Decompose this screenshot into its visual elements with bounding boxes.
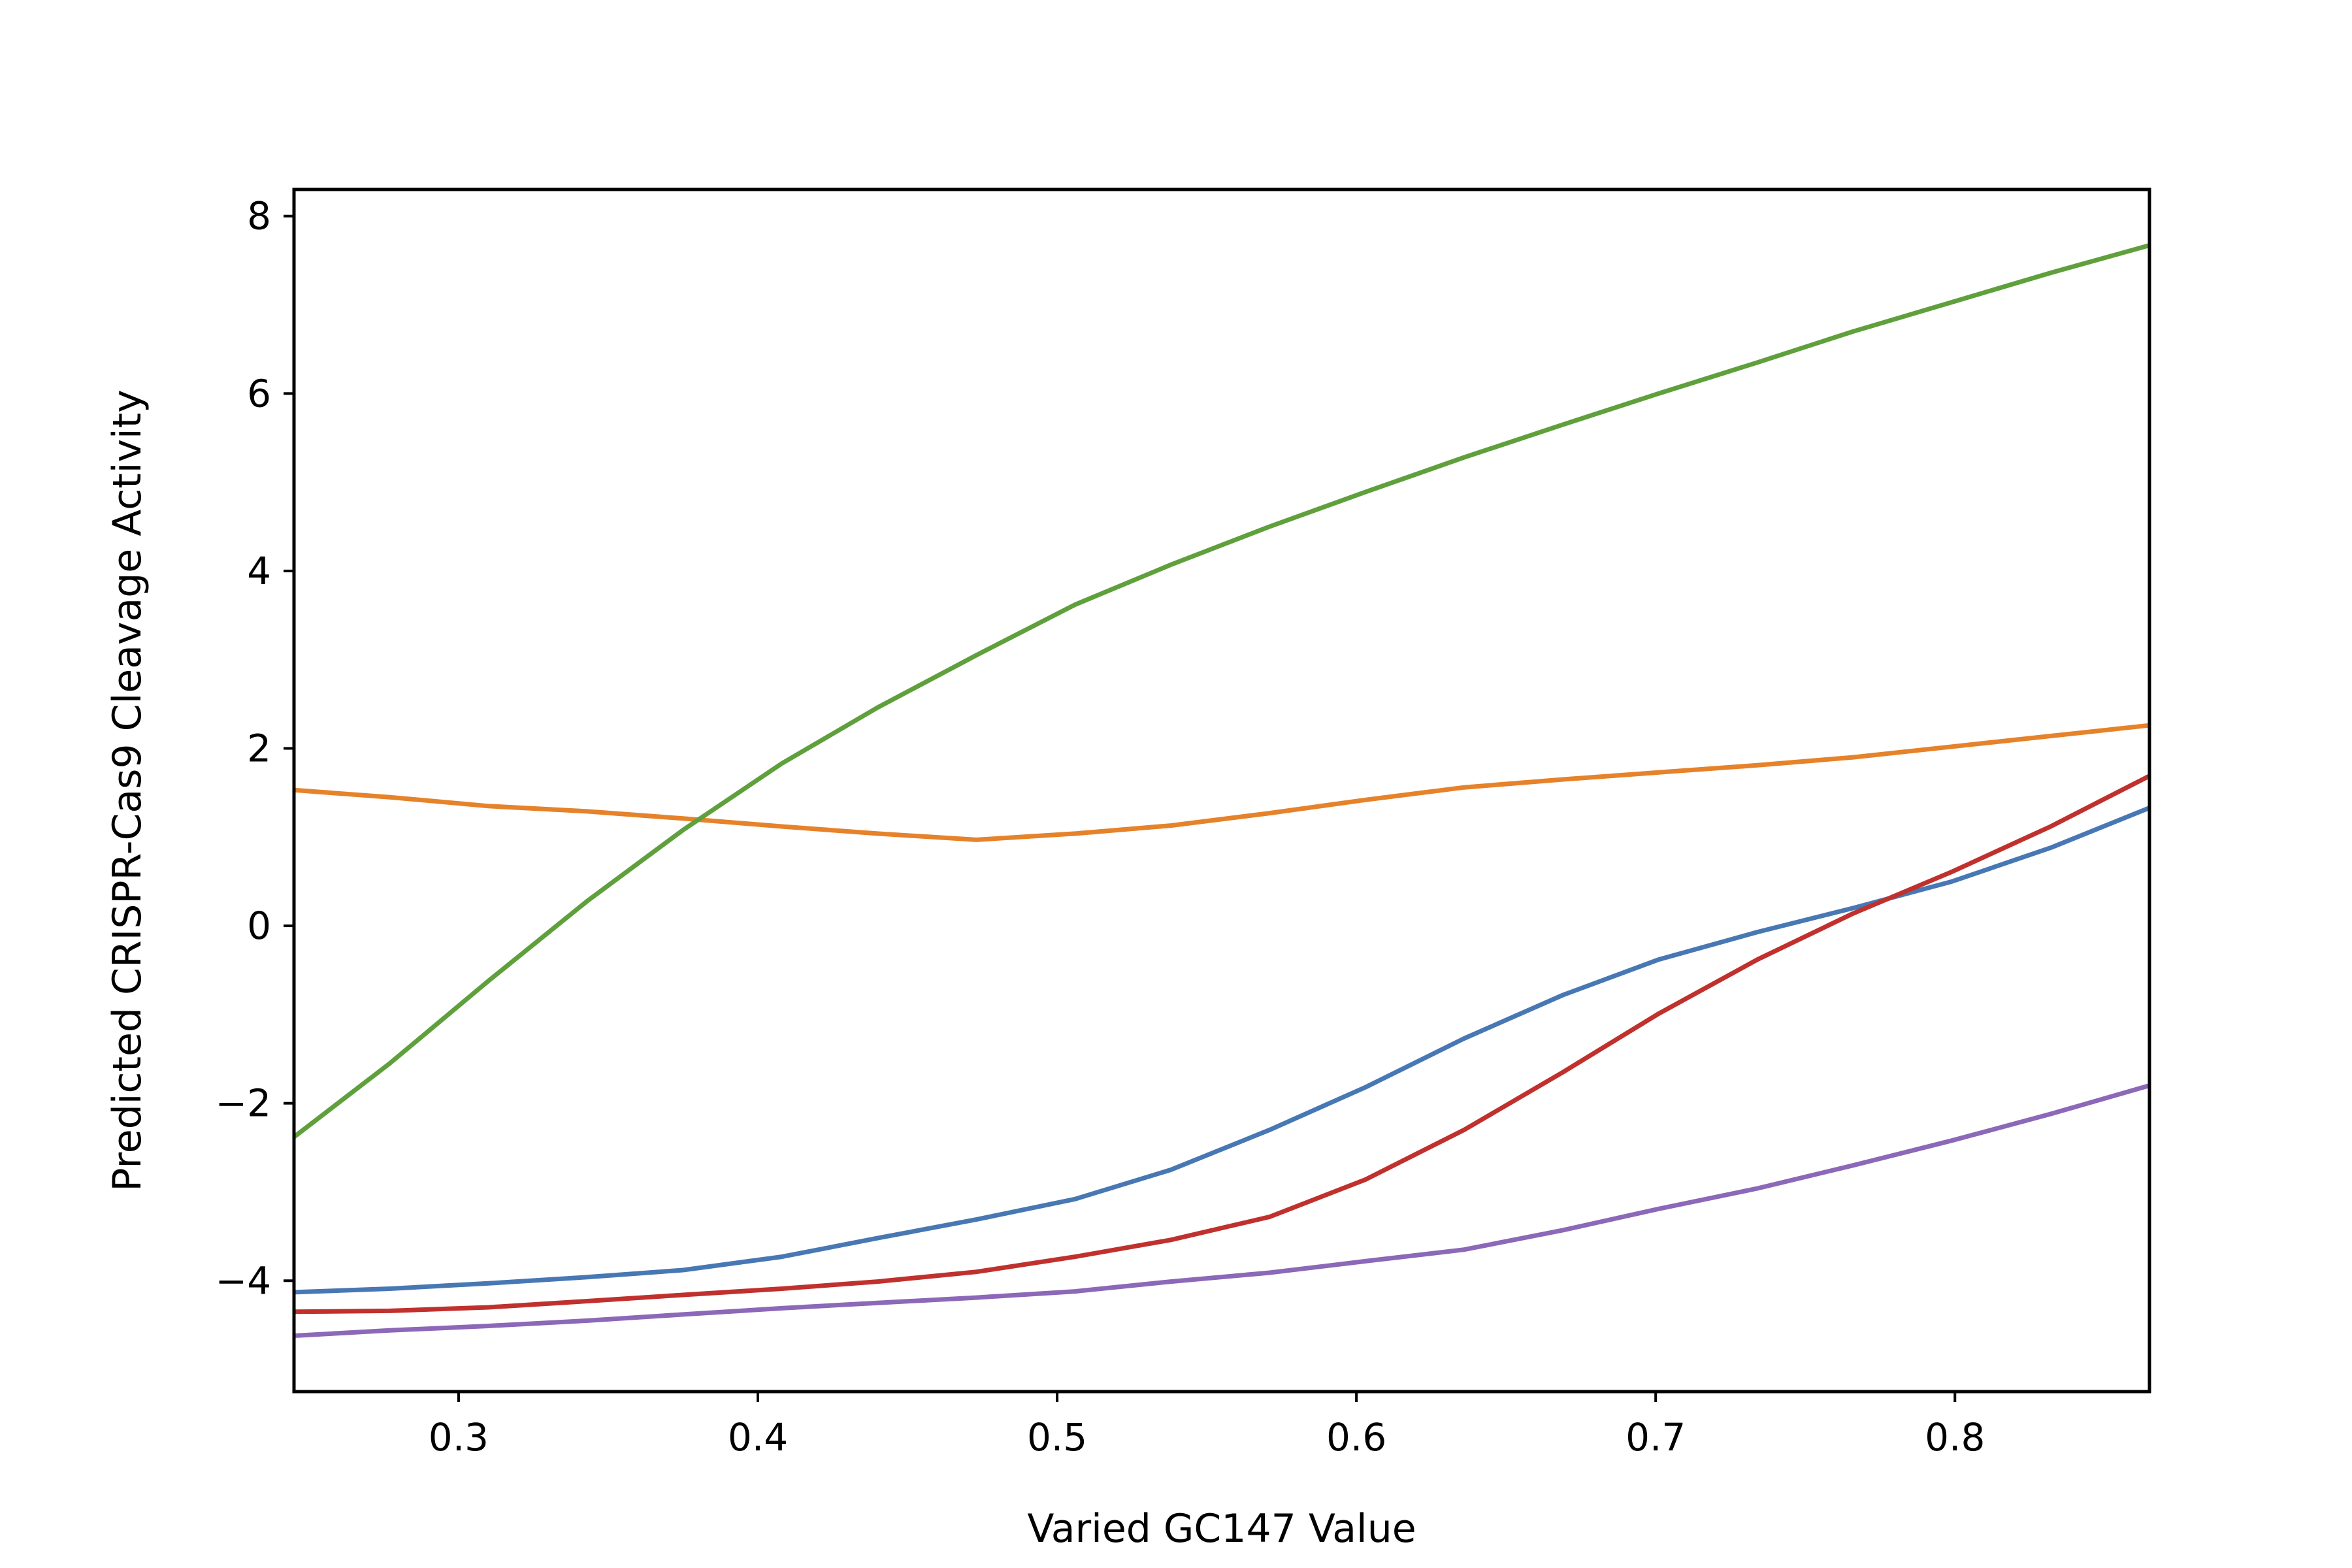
y-tick-label: 8 — [247, 194, 271, 238]
y-tick-label: 4 — [247, 549, 271, 593]
x-tick-label: 0.4 — [728, 1415, 788, 1460]
y-tick-label: 2 — [247, 726, 271, 770]
series-line-4 — [293, 774, 2151, 1315]
x-tick-label: 0.7 — [1625, 1415, 1686, 1460]
series-line-2 — [293, 723, 2150, 842]
x-axis-label: Varied GC147 Value — [1027, 1506, 1416, 1552]
y-tick-label: −2 — [216, 1081, 272, 1126]
plot-area-frame — [292, 188, 2151, 1394]
series-line-1 — [293, 806, 2151, 1295]
x-tick-label: 0.3 — [429, 1415, 489, 1460]
x-tick-label: 0.5 — [1027, 1415, 1087, 1460]
series-layer — [292, 243, 2151, 1338]
series-line-3 — [292, 243, 2150, 1139]
x-tick-label: 0.6 — [1326, 1415, 1386, 1460]
series-line-5 — [293, 1083, 2150, 1338]
y-tick-label: 6 — [247, 371, 271, 416]
y-axis-ticks: −4 −2 0 2 4 6 8 — [216, 194, 294, 1303]
y-axis-label: Predicted CRISPR-Cas9 Cleavage Activity — [105, 389, 150, 1191]
x-tick-label: 0.8 — [1925, 1415, 1985, 1460]
x-axis-ticks: 0.3 0.4 0.5 0.6 0.7 0.8 — [429, 1392, 1985, 1460]
y-tick-label: −4 — [216, 1258, 272, 1303]
y-tick-label: 0 — [247, 904, 271, 948]
